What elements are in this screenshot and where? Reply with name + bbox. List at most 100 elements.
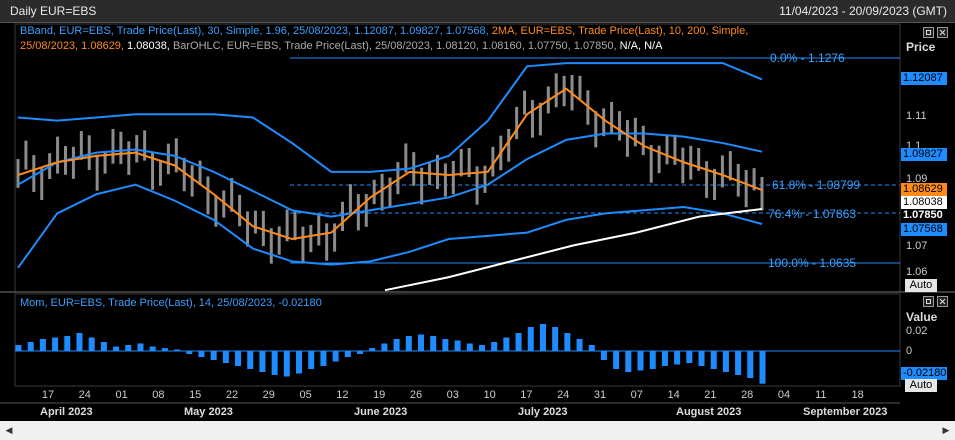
scroll-right-icon[interactable]: ▶ — [942, 425, 950, 435]
ma-legend-values: 25/08/2023, 1.08629, — [20, 40, 124, 52]
date-tick: 08 — [152, 389, 165, 401]
momentum-bar — [320, 351, 327, 366]
momentum-bar — [722, 351, 729, 372]
momentum-bar — [27, 342, 34, 351]
chart-title: Daily EUR=EBS — [10, 4, 97, 18]
mom-tick: 0.02 — [906, 325, 928, 337]
mom-panel-frame — [14, 293, 901, 387]
momentum-bar — [515, 333, 522, 351]
momentum-bar — [222, 351, 229, 363]
close-icon[interactable] — [937, 27, 948, 38]
momentum-bar — [308, 351, 315, 369]
date-tick: 31 — [593, 389, 607, 401]
date-range: 11/04/2023 - 20/09/2023 (GMT) — [779, 4, 947, 18]
momentum-bar — [369, 348, 376, 351]
momentum-bar — [625, 351, 632, 372]
momentum-bar — [588, 345, 595, 351]
mom-close-icon[interactable] — [937, 296, 948, 307]
date-tick: 15 — [189, 389, 202, 401]
momentum-bar — [600, 351, 607, 360]
date-tick: 04 — [777, 389, 791, 401]
ma200-legend-value: 1.08038, — [127, 40, 170, 52]
date-tick: 19 — [373, 389, 386, 401]
fib-label-100: 100.0% - 1.0635 — [768, 256, 857, 270]
momentum-bar — [381, 343, 388, 351]
date-tick: 10 — [483, 389, 496, 401]
month-label: July 2023 — [518, 406, 568, 418]
momentum-bar — [186, 351, 193, 354]
na-legend: N/A, N/A — [619, 40, 663, 52]
momentum-bar — [661, 351, 668, 366]
momentum-bar — [466, 343, 473, 351]
price-tick: 1.09 — [906, 173, 928, 185]
fib-label-764: 76.4% - 1.07863 — [768, 207, 857, 221]
maximize-icon[interactable] — [923, 27, 934, 38]
date-tick: 07 — [630, 389, 643, 401]
date-tick: 26 — [409, 389, 423, 401]
bb-mid-label: 1.09827 — [901, 148, 947, 161]
series-line-bband-mid — [17, 132, 763, 218]
fib-label-618: 61.8% - 1.08799 — [772, 178, 861, 192]
momentum-bar — [210, 351, 217, 360]
series-line-ma-200 — [384, 207, 763, 292]
date-tick: 18 — [851, 389, 864, 401]
momentum-bar — [161, 348, 168, 351]
close-price-label: 1.07850 — [901, 209, 947, 222]
fib-label-0: 0.0% - 1.1276 — [770, 51, 845, 65]
momentum-bar — [539, 324, 546, 351]
momentum-bar — [393, 339, 400, 351]
momentum-bar — [259, 351, 266, 372]
momentum-bar — [747, 351, 754, 378]
momentum-bar — [686, 351, 693, 363]
momentum-bar — [137, 343, 144, 351]
date-tick: 05 — [299, 389, 312, 401]
mom-legend: Mom, EUR=EBS, Trade Price(Last), 14, 25/… — [20, 297, 322, 309]
momentum-bar — [735, 351, 742, 375]
date-tick: 22 — [225, 389, 239, 401]
bb-lower-label: 1.07568 — [901, 223, 947, 236]
momentum-bar — [174, 349, 181, 351]
momentum-bar — [759, 351, 766, 384]
price-auto-button[interactable]: Auto — [905, 279, 937, 292]
momentum-bar — [113, 346, 120, 351]
momentum-bar — [357, 351, 364, 354]
momentum-bar — [344, 351, 351, 357]
price-panel-frame — [14, 23, 901, 293]
momentum-bar — [271, 351, 278, 375]
ma10-label: 1.08629 — [901, 183, 947, 196]
momentum-bar — [15, 345, 22, 351]
ma-legend: 2MA, EUR=EBS, Trade Price(Last), 10, 200… — [491, 25, 749, 37]
price-tick: 1.11 — [906, 110, 927, 122]
momentum-bar — [552, 327, 559, 351]
price-legend: BBand, EUR=EBS, Trade Price(Last), 30, S… — [20, 24, 748, 54]
momentum-bar — [674, 351, 681, 365]
mom-auto-button[interactable]: Auto — [905, 379, 937, 392]
mom-tick: 0 — [906, 345, 913, 357]
momentum-bar — [64, 336, 71, 351]
price-axis-title: Price — [906, 40, 936, 54]
title-bar: Daily EUR=EBS 11/04/2023 - 20/09/2023 (G… — [0, 0, 955, 23]
momentum-bar — [649, 351, 656, 369]
momentum-bar — [88, 337, 95, 351]
month-label: June 2023 — [354, 406, 408, 418]
price-legend-line1: BBand, EUR=EBS, Trade Price(Last), 30, S… — [20, 24, 748, 39]
horizontal-scrollbar[interactable]: ◀ ▶ — [0, 421, 955, 440]
momentum-bar — [283, 351, 290, 377]
momentum-bar — [247, 351, 254, 369]
mom-maximize-icon[interactable] — [923, 296, 934, 307]
momentum-bar — [149, 346, 156, 351]
mom-current-label: -0.02180 — [901, 367, 947, 380]
date-tick: 24 — [557, 389, 570, 401]
month-label: May 2023 — [184, 406, 233, 418]
ohlc-legend: BarOHLC, EUR=EBS, Trade Price(Last), 25/… — [172, 40, 617, 52]
momentum-bar — [613, 351, 620, 369]
momentum-bar — [454, 340, 461, 351]
momentum-bar — [235, 351, 242, 366]
momentum-bar — [198, 351, 205, 357]
scroll-left-icon[interactable]: ◀ — [5, 425, 13, 435]
momentum-bar — [405, 336, 412, 351]
momentum-bar — [478, 345, 485, 351]
month-label: April 2023 — [40, 406, 93, 418]
momentum-bar — [76, 333, 83, 351]
